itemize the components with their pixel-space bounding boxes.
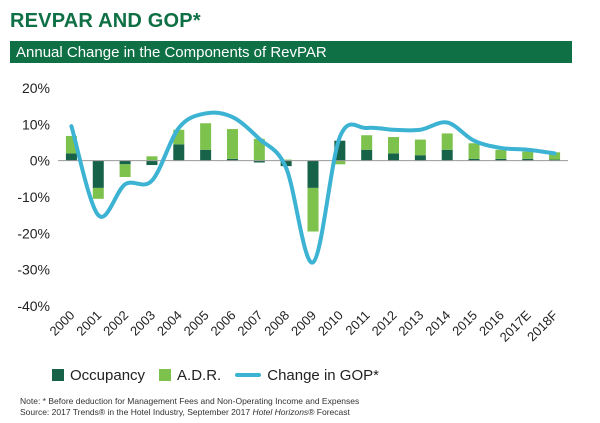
adr-bar <box>65 135 77 154</box>
legend-gop-label: Change in GOP* <box>267 366 379 384</box>
adr-bar <box>200 123 212 150</box>
x-axis: 2000200120022003200420052006200720082009… <box>46 307 560 344</box>
y-tick-label: -10% <box>17 189 50 205</box>
legend-item-gop: Change in GOP* <box>235 367 379 384</box>
adr-bar <box>334 160 346 165</box>
x-tick-label: 2014 <box>422 308 453 339</box>
subtitle-bar: Annual Change in the Components of RevPA… <box>10 41 572 63</box>
occupancy-bar <box>146 160 158 166</box>
legend: Occupancy A.D.R. Change in GOP* <box>52 366 379 384</box>
adr-bar <box>280 159 292 161</box>
adr-bar <box>495 149 507 159</box>
legend-adr-label: A.D.R. <box>177 366 222 384</box>
footnote: Note: * Before deduction for Management … <box>20 396 359 418</box>
occupancy-bar <box>388 153 400 161</box>
adr-bar <box>119 164 131 178</box>
x-tick-label: 2005 <box>181 308 212 339</box>
footnote-line-1: Note: * Before deduction for Management … <box>20 396 360 406</box>
occupancy-bar <box>334 140 346 161</box>
legend-item-adr: A.D.R. <box>159 367 221 384</box>
x-tick-label: 2009 <box>288 308 319 339</box>
occupancy-bar <box>92 160 104 188</box>
adr-bar <box>92 187 104 199</box>
adr-bar <box>173 129 185 145</box>
footnote-line-2: Source: 2017 Trends® in the Hotel Indust… <box>20 407 359 418</box>
x-tick-label: 2001 <box>73 308 104 339</box>
x-tick-label: 2002 <box>100 308 131 339</box>
x-tick-label: 2007 <box>234 308 265 339</box>
occupancy-bar <box>200 149 212 161</box>
gop-series-line <box>69 110 557 265</box>
occupancy-bar <box>414 155 426 161</box>
occupancy-bar <box>173 144 185 161</box>
occupancy-bar <box>65 153 77 161</box>
adr-bar <box>468 143 480 159</box>
occupancy-bar <box>361 149 373 161</box>
adr-bar <box>307 187 319 232</box>
chart-title: REVPAR AND GOP* <box>10 10 201 32</box>
x-tick-label: 2011 <box>342 308 372 338</box>
y-tick-label: 0% <box>30 153 50 169</box>
adr-bar <box>414 139 426 156</box>
x-tick-label: 2008 <box>261 308 292 339</box>
y-tick-label: -20% <box>17 225 50 241</box>
occupancy-bar <box>468 158 480 161</box>
occupancy-bar <box>253 160 265 163</box>
source-suffix: ® Forecast <box>308 407 350 417</box>
x-tick-label: 2015 <box>449 308 480 339</box>
legend-item-occupancy: Occupancy <box>52 367 145 384</box>
chart-subtitle: Annual Change in the Components of RevPA… <box>16 44 327 61</box>
source-italic: Hotel Horizons <box>252 407 309 417</box>
occupancy-bar <box>441 149 453 161</box>
x-tick-label: 2018F <box>524 307 561 344</box>
occupancy-bar <box>119 160 131 165</box>
occupancy-bar <box>307 160 319 188</box>
x-tick-label: 2006 <box>208 308 239 339</box>
gop-swatch <box>235 373 262 377</box>
occupancy-swatch <box>52 369 64 381</box>
adr-swatch <box>159 369 172 381</box>
adr-bar <box>441 133 453 150</box>
adr-bar <box>226 129 238 159</box>
x-tick-label: 2003 <box>127 308 158 339</box>
legend-occupancy-label: Occupancy <box>70 366 146 384</box>
occupancy-bar <box>549 159 561 161</box>
adr-bar <box>361 135 373 150</box>
occupancy-bar <box>226 158 238 161</box>
x-tick-label: 2010 <box>315 308 346 339</box>
y-tick-label: 20% <box>22 80 50 96</box>
adr-bar <box>253 138 265 161</box>
adr-bar <box>388 137 400 154</box>
y-tick-label: 10% <box>22 116 50 132</box>
occupancy-bar <box>522 158 534 161</box>
source-prefix: Source: 2017 Trends® in the Hotel Indust… <box>20 407 253 417</box>
x-tick-label: 2004 <box>154 308 185 339</box>
adr-bar <box>549 152 561 160</box>
adr-bar <box>146 156 158 161</box>
y-tick-label: -40% <box>17 298 50 314</box>
bars-layer <box>65 123 561 232</box>
y-axis: -40% -30% -20% -10% 0% 10% 20% <box>17 80 50 314</box>
x-tick-label: 2012 <box>369 308 400 339</box>
occupancy-bar <box>495 158 507 161</box>
y-tick-label: -30% <box>17 262 50 278</box>
x-tick-label: 2000 <box>46 308 77 339</box>
x-tick-label: 2013 <box>395 308 426 339</box>
adr-bar <box>522 151 534 159</box>
